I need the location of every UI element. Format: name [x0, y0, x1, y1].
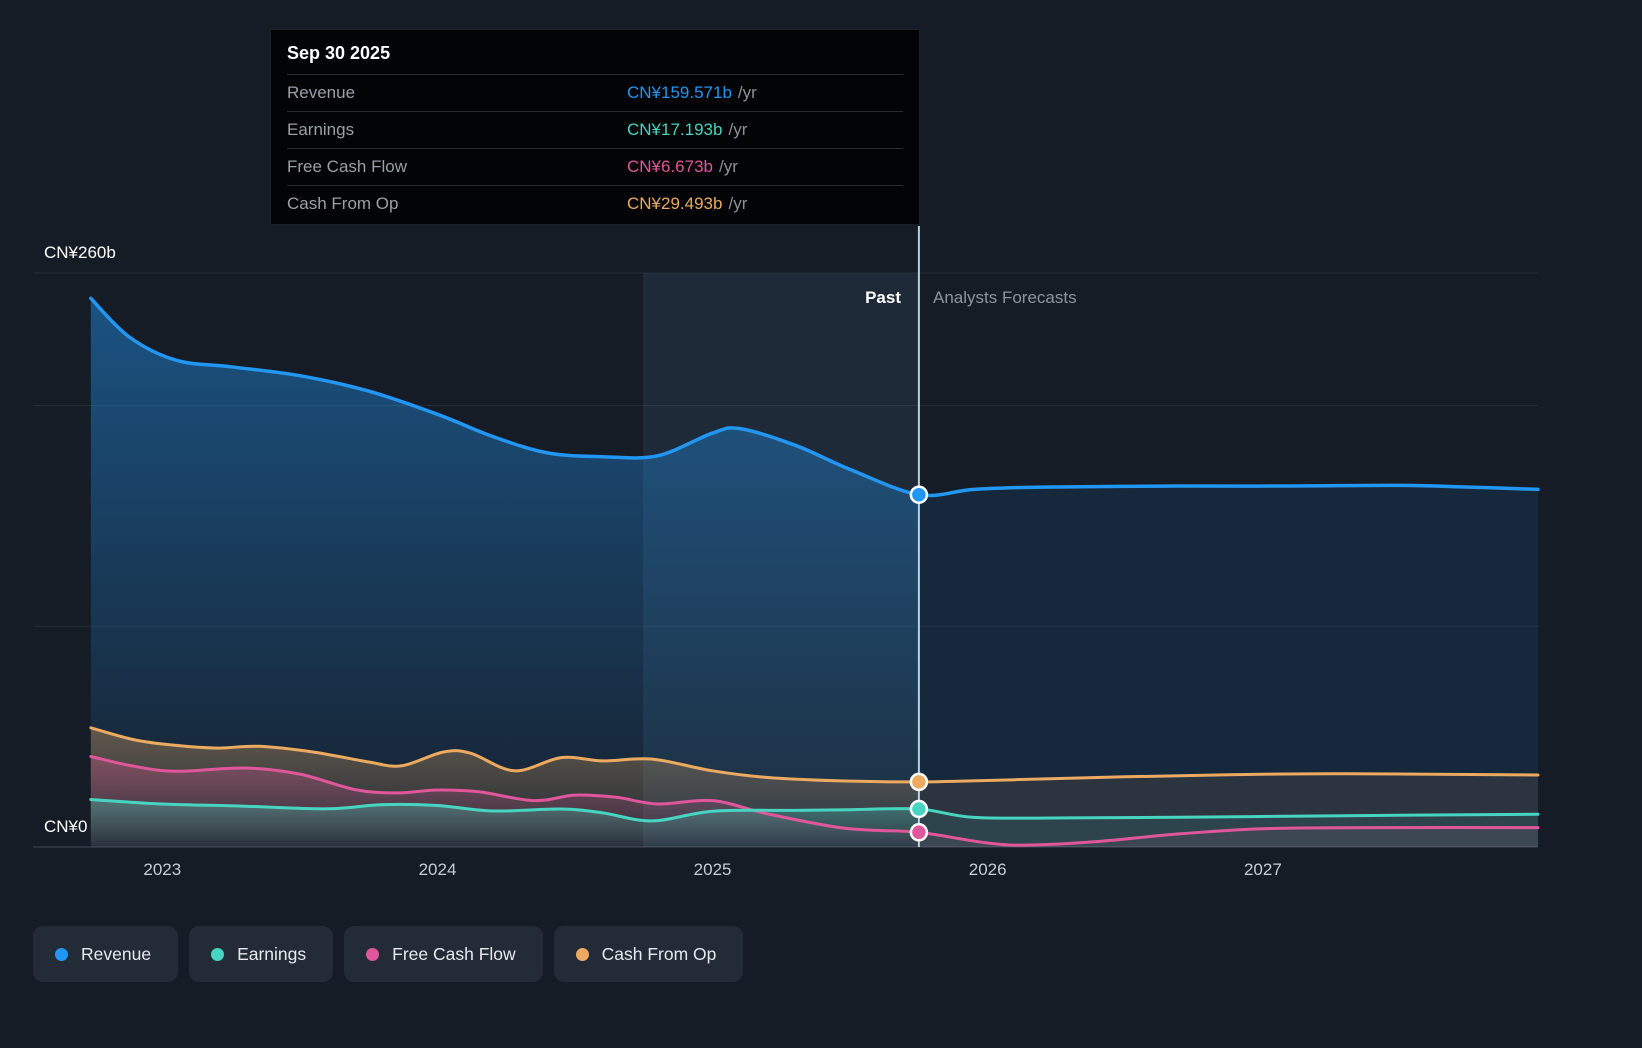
legend-item-earnings[interactable]: Earnings	[189, 926, 334, 982]
revenue-line	[89, 296, 1540, 498]
y-axis-max-label: CN¥260b	[44, 243, 116, 262]
tooltip-unit: /yr	[728, 120, 748, 139]
tooltip-row-cash-from-op: Cash From Op CN¥29.493b /yr	[287, 185, 903, 222]
cash-from-op-dot-icon	[575, 947, 589, 961]
tooltip-row-revenue: Revenue CN¥159.571b /yr	[287, 74, 903, 111]
free-cash-flow-area-forecast	[918, 827, 1538, 847]
x-axis-label-2024: 2024	[418, 860, 457, 879]
legend-label: Free Cash Flow	[392, 943, 516, 964]
chart-tooltip: Sep 30 2025 Revenue CN¥159.571b /yr Earn…	[270, 29, 920, 225]
tooltip-row-free-cash-flow: Free Cash Flow CN¥6.673b /yr	[287, 148, 903, 185]
free-cash-flow-dot-icon	[366, 947, 380, 961]
tooltip-row-earnings: Earnings CN¥17.193b /yr	[287, 111, 903, 148]
y-axis-zero-label: CN¥0	[44, 817, 88, 836]
tooltip-unit: /yr	[728, 194, 748, 213]
x-axis-label-2027: 2027	[1243, 860, 1282, 879]
past-zone-label: Past	[865, 288, 901, 307]
legend-label: Revenue	[81, 943, 152, 964]
tooltip-unit: /yr	[719, 157, 738, 176]
legend-item-revenue[interactable]: Revenue	[33, 926, 179, 982]
revenue-area-past	[90, 298, 919, 847]
tooltip-value: CN¥29.493b	[627, 194, 723, 213]
chart-legend: Revenue Earnings Free Cash Flow Cash Fro…	[33, 926, 744, 982]
earnings-dot-icon	[211, 947, 225, 961]
tooltip-label: Free Cash Flow	[287, 157, 407, 176]
revenue-dot-icon	[55, 947, 68, 961]
x-axis-label-2026: 2026	[968, 860, 1007, 879]
tooltip-label: Revenue	[287, 83, 356, 102]
earnings-divider-dot[interactable]	[909, 799, 929, 819]
legend-item-cash-from-op[interactable]: Cash From Op	[553, 926, 744, 982]
tooltip-unit: /yr	[737, 83, 757, 102]
free-cash-flow-line	[89, 755, 1540, 847]
legend-label: Cash From Op	[601, 943, 717, 964]
x-axis-label-2025: 2025	[693, 860, 732, 879]
forecast-zone-label: Analysts Forecasts	[933, 288, 1077, 307]
revenue-area-forecast	[918, 485, 1538, 847]
legend-label: Earnings	[237, 943, 307, 964]
cash-from-op-line	[89, 726, 1540, 784]
cash-from-op-divider-dot[interactable]	[909, 772, 929, 792]
earnings-line	[89, 798, 1540, 823]
x-axis-label-2023: 2023	[143, 860, 182, 879]
revenue-divider-dot[interactable]	[909, 485, 929, 504]
tooltip-label: Earnings	[287, 120, 355, 139]
legend-item-free-cash-flow[interactable]: Free Cash Flow	[344, 926, 543, 982]
tooltip-date: Sep 30 2025	[287, 43, 391, 63]
tooltip-value: CN¥17.193b	[627, 120, 723, 139]
tooltip-value: CN¥159.571b	[627, 83, 732, 102]
free-cash-flow-divider-dot[interactable]	[909, 823, 929, 842]
tooltip-label: Cash From Op	[287, 194, 399, 213]
tooltip-value: CN¥6.673b	[627, 157, 714, 176]
